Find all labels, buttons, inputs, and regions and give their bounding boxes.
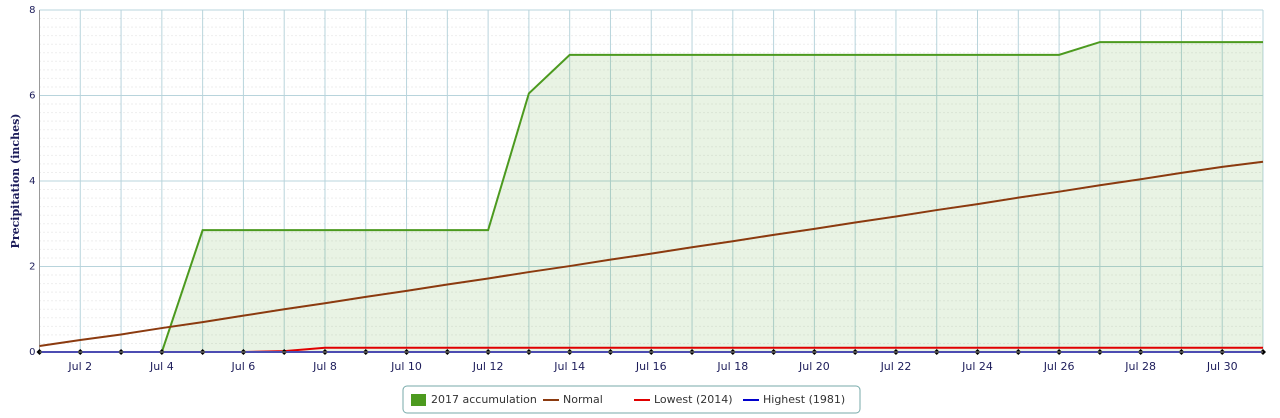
y-tick-label: 4 bbox=[29, 176, 35, 187]
y-tick-label: 2 bbox=[29, 262, 35, 273]
x-tick-label: Jul 16 bbox=[635, 360, 667, 373]
x-tick-label: Jul 28 bbox=[1124, 360, 1156, 373]
x-tick-label: Jul 8 bbox=[312, 360, 337, 373]
x-tick-label: Jul 20 bbox=[798, 360, 830, 373]
y-axis-label: Precipitation (inches) bbox=[9, 114, 22, 249]
x-tick-label: Jul 12 bbox=[472, 360, 504, 373]
x-tick-label: Jul 10 bbox=[390, 360, 422, 373]
y-tick-label: 6 bbox=[29, 91, 35, 102]
legend-swatch bbox=[411, 394, 426, 406]
legend-label: Lowest (2014) bbox=[654, 393, 733, 406]
x-tick-label: Jul 30 bbox=[1206, 360, 1238, 373]
line bbox=[39, 160, 1264, 348]
y-tick-label: 0 bbox=[29, 347, 35, 358]
area bbox=[39, 42, 1263, 352]
line bbox=[39, 41, 1263, 353]
legend-label: Normal bbox=[563, 393, 603, 406]
x-tick-label: Jul 4 bbox=[149, 360, 174, 373]
legend-label: 2017 accumulation bbox=[431, 393, 537, 406]
legend-label: Highest (1981) bbox=[763, 393, 845, 406]
x-tick-label: Jul 2 bbox=[67, 360, 92, 373]
x-tick-label: Jul 6 bbox=[231, 360, 256, 373]
x-tick-label: Jul 26 bbox=[1043, 360, 1075, 373]
y-tick-label: 8 bbox=[29, 5, 35, 16]
x-tick-label: Jul 24 bbox=[961, 360, 993, 373]
legend-box bbox=[402, 385, 861, 414]
x-tick-label: Jul 14 bbox=[553, 360, 585, 373]
x-tick-label: Jul 18 bbox=[716, 360, 748, 373]
x-tick-label: Jul 22 bbox=[880, 360, 912, 373]
